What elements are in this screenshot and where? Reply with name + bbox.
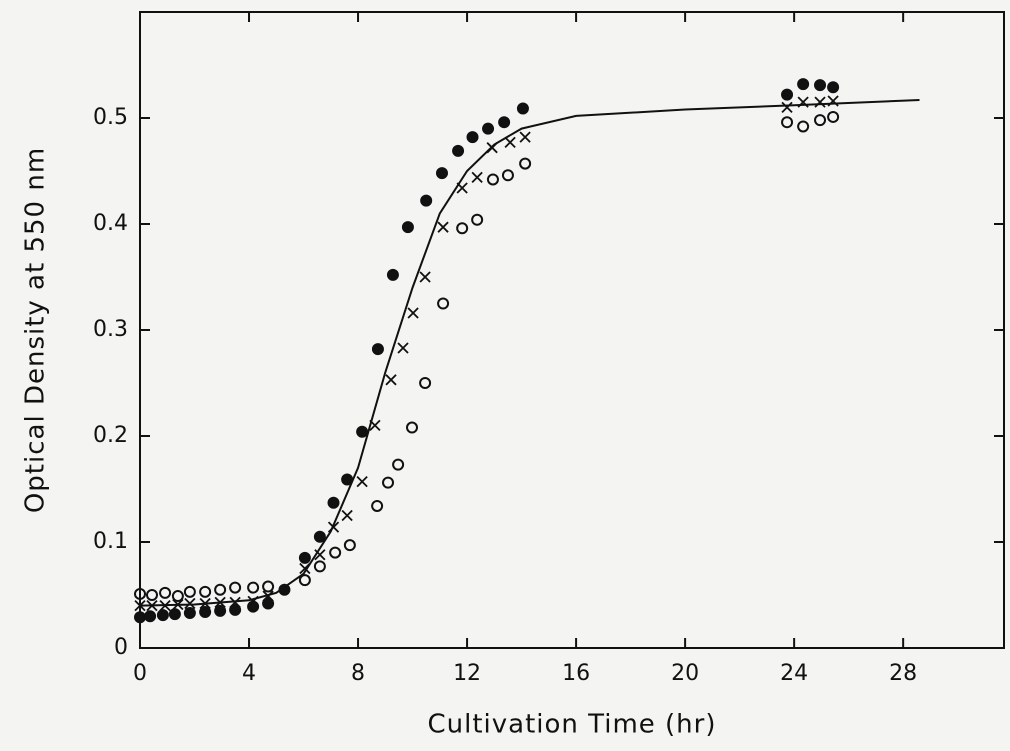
open-point — [382, 476, 395, 489]
filled-point — [229, 603, 242, 616]
open-point — [298, 574, 311, 587]
filled-point — [781, 88, 794, 101]
filled-point — [386, 268, 399, 281]
open-point — [145, 589, 158, 601]
open-point — [199, 585, 212, 598]
open-point — [171, 590, 184, 603]
y-tick-label: 0 — [114, 635, 128, 660]
y-tick-label: 0.4 — [93, 211, 128, 236]
filled-point — [199, 605, 212, 618]
filled-point — [482, 122, 495, 135]
open-point — [183, 585, 196, 598]
filled-point — [247, 600, 260, 613]
filled-point — [313, 530, 326, 543]
y-tick-label: 0.3 — [93, 317, 128, 342]
filled-point — [452, 144, 465, 157]
open-point — [392, 458, 405, 471]
open-point — [247, 581, 260, 594]
cross-point — [814, 96, 826, 108]
open-point — [471, 213, 484, 226]
open-point — [343, 539, 356, 552]
open-point — [134, 587, 146, 600]
filled-point — [144, 610, 157, 623]
filled-point — [183, 607, 196, 620]
open-point — [419, 377, 432, 389]
x-tick-label: 0 — [133, 661, 147, 686]
open-point — [781, 116, 794, 129]
cross-point — [781, 101, 793, 114]
cross-point — [504, 136, 516, 149]
filled-point — [498, 116, 511, 129]
filled-point — [134, 611, 146, 624]
filled-point — [156, 609, 169, 622]
open-point — [329, 546, 342, 559]
cross-point — [397, 342, 409, 354]
x-tick-label: 4 — [242, 661, 256, 686]
filled-point — [435, 167, 448, 180]
filled-point — [214, 604, 227, 617]
filled-point — [827, 81, 840, 94]
open-point — [371, 499, 384, 512]
open-point — [486, 173, 499, 186]
x-tick-label: 16 — [562, 661, 590, 686]
cross-point — [419, 271, 431, 283]
cross-point — [229, 596, 241, 609]
open-point — [159, 586, 172, 599]
cross-point — [341, 509, 353, 522]
filled-point — [371, 343, 384, 356]
x-tick-label: 28 — [889, 661, 917, 686]
filled-point — [420, 194, 433, 207]
filled-point — [298, 551, 311, 564]
cross-point — [314, 549, 326, 561]
x-tick-label: 12 — [453, 661, 481, 686]
cross-point — [184, 597, 196, 610]
cross-point — [356, 475, 368, 488]
x-tick-label: 24 — [780, 661, 808, 686]
cross-point — [385, 374, 397, 386]
filled-point — [797, 78, 810, 91]
open-point — [501, 169, 514, 182]
cross-point — [407, 307, 419, 319]
open-point — [456, 222, 469, 235]
filled-point — [327, 496, 340, 509]
x-axis-label: Cultivation Time (hr) — [427, 710, 716, 740]
y-axis-label: Optical Density at 550 nm — [21, 147, 51, 513]
x-tick-label: 20 — [671, 661, 699, 686]
open-point — [406, 421, 419, 434]
cross-point — [471, 171, 483, 183]
filled-point — [401, 221, 414, 234]
open-point — [827, 110, 840, 123]
filled-point — [356, 425, 369, 438]
open-point — [519, 157, 532, 170]
open-point — [262, 580, 275, 593]
cross-point — [437, 221, 449, 233]
filled-point — [168, 608, 181, 621]
y-tick-label: 0.1 — [93, 529, 128, 554]
open-point — [797, 120, 810, 133]
open-point — [214, 583, 227, 596]
filled-point — [516, 102, 529, 115]
y-tick-label: 0.2 — [93, 423, 128, 448]
filled-point — [262, 597, 275, 610]
open-point — [229, 581, 242, 594]
y-tick-label: 0.5 — [93, 105, 128, 130]
filled-point — [466, 131, 479, 144]
open-point — [313, 560, 326, 573]
fit-curve — [139, 98, 920, 607]
cross-point — [519, 131, 531, 143]
open-point — [814, 114, 827, 127]
filled-point — [814, 79, 827, 92]
open-point — [437, 297, 450, 310]
x-tick-label: 8 — [351, 661, 365, 686]
